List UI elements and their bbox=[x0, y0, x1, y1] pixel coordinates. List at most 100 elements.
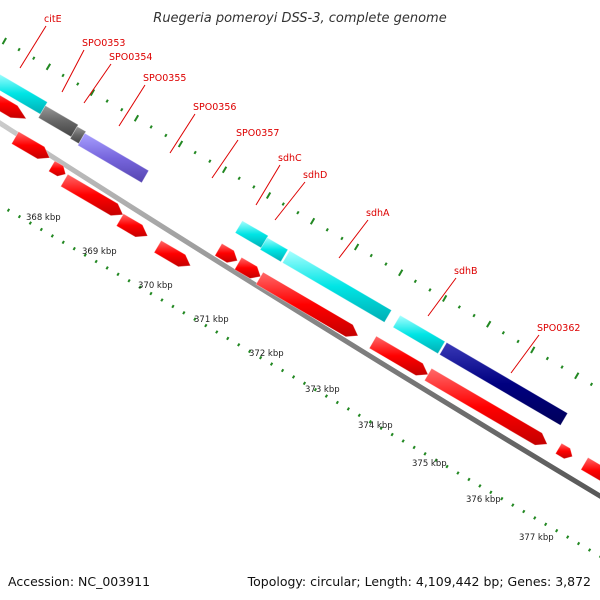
cds-arrow bbox=[115, 213, 149, 238]
gene-label[interactable]: sdhB bbox=[454, 266, 478, 277]
gene-feature-navy bbox=[439, 341, 569, 426]
tick-mark bbox=[522, 509, 526, 514]
tick-mark bbox=[149, 125, 153, 129]
gene-feature-cyan bbox=[392, 314, 446, 355]
tick-mark bbox=[265, 191, 272, 200]
tick-mark bbox=[313, 387, 318, 392]
tick-mark bbox=[434, 458, 438, 462]
tick-mark bbox=[281, 202, 285, 206]
gene-feature-cyan bbox=[0, 73, 48, 115]
gene-callout[interactable]: sdhC bbox=[255, 153, 302, 206]
gene-label[interactable]: sdhD bbox=[303, 170, 327, 181]
upper-tick-row bbox=[1, 37, 594, 387]
tick-mark bbox=[204, 323, 208, 328]
cds-arrow bbox=[60, 173, 124, 217]
tick-mark bbox=[252, 185, 256, 189]
cds-arrow bbox=[368, 335, 429, 376]
gene-callout[interactable]: SPO0356 bbox=[169, 102, 236, 154]
kbp-label: 376 kbp bbox=[466, 495, 501, 505]
gene-feature-purple bbox=[77, 132, 150, 184]
tick-mark bbox=[182, 311, 186, 315]
tick-mark bbox=[533, 516, 537, 520]
tick-mark bbox=[208, 159, 212, 163]
gene-feature-gray bbox=[37, 105, 79, 138]
tick-mark bbox=[215, 330, 219, 334]
map-title: Ruegeria pomeroyi DSS-3, complete genome bbox=[153, 11, 446, 26]
tick-mark bbox=[237, 343, 241, 347]
kbp-scale-labels: 368 kbp 369 kbp 370 kbp 371 kbp 372 kbp 373 k… bbox=[26, 213, 554, 543]
gene-label[interactable]: SPO0354 bbox=[109, 52, 152, 63]
gene-callout[interactable]: citE bbox=[19, 14, 62, 69]
tick-mark bbox=[423, 452, 427, 456]
tick-mark bbox=[379, 426, 383, 430]
kbp-label: 375 kbp bbox=[412, 459, 447, 469]
gene-callout[interactable]: sdhB bbox=[427, 266, 478, 317]
tick-mark bbox=[45, 63, 52, 71]
callout-leader-line bbox=[169, 113, 196, 154]
tick-mark bbox=[296, 210, 300, 215]
tick-mark bbox=[160, 298, 164, 302]
tick-mark bbox=[302, 381, 307, 386]
tick-mark bbox=[133, 114, 140, 122]
gene-label[interactable]: SPO0356 bbox=[193, 102, 236, 113]
genome-backbone bbox=[0, 120, 600, 499]
tick-mark bbox=[61, 240, 65, 245]
tick-mark bbox=[511, 503, 515, 507]
tick-mark bbox=[478, 484, 482, 488]
tick-mark bbox=[489, 490, 493, 495]
tick-mark bbox=[17, 214, 22, 219]
callout-leader-line bbox=[19, 25, 47, 69]
tick-mark bbox=[589, 382, 594, 387]
gene-callout[interactable]: SPO0353 bbox=[61, 38, 125, 93]
tick-mark bbox=[248, 349, 252, 354]
tick-mark bbox=[467, 477, 471, 482]
tick-mark bbox=[39, 227, 43, 232]
tick-mark bbox=[412, 445, 416, 450]
feature-tracks bbox=[0, 73, 600, 482]
gene-callout[interactable]: SPO0357 bbox=[211, 128, 279, 179]
tick-mark bbox=[324, 394, 329, 398]
tick-mark bbox=[357, 413, 361, 418]
gene-callout[interactable]: SPO0354 bbox=[83, 52, 152, 104]
tick-mark bbox=[353, 243, 360, 251]
tick-mark bbox=[346, 407, 350, 411]
gene-callout[interactable]: sdhD bbox=[274, 170, 327, 221]
gene-label-callouts: citE SPO0353 SPO0354 SPO0355 SPO0356 SPO0357 s… bbox=[19, 14, 580, 374]
tick-mark bbox=[457, 305, 461, 309]
callout-leader-line bbox=[83, 63, 112, 104]
tick-mark bbox=[72, 246, 76, 251]
gene-label[interactable]: SPO0362 bbox=[537, 323, 580, 334]
gene-callout[interactable]: SPO0355 bbox=[118, 73, 186, 127]
cds-arrow bbox=[11, 131, 51, 160]
kbp-label: 372 kbp bbox=[249, 349, 284, 359]
tick-mark bbox=[335, 400, 339, 405]
gene-label[interactable]: SPO0353 bbox=[82, 38, 125, 49]
tick-mark bbox=[226, 336, 230, 341]
tick-mark bbox=[127, 278, 131, 283]
tick-mark bbox=[384, 262, 388, 266]
tick-mark bbox=[401, 439, 405, 443]
gene-label[interactable]: sdhC bbox=[278, 153, 302, 164]
tick-mark bbox=[177, 140, 184, 148]
gene-callout[interactable]: sdhA bbox=[338, 208, 390, 259]
cds-arrow bbox=[255, 271, 359, 338]
gene-label[interactable]: sdhA bbox=[366, 208, 390, 219]
tick-mark bbox=[105, 266, 109, 270]
tick-mark bbox=[259, 355, 263, 360]
tick-mark bbox=[325, 228, 329, 232]
gene-feature-cyan bbox=[259, 236, 289, 263]
cds-arrow bbox=[423, 367, 548, 446]
gene-label[interactable]: SPO0355 bbox=[143, 73, 186, 84]
kbp-label: 371 kbp bbox=[194, 315, 229, 325]
gene-label[interactable]: citE bbox=[44, 14, 62, 25]
gene-callout[interactable]: SPO0362 bbox=[510, 323, 580, 374]
tick-mark bbox=[94, 259, 98, 264]
tick-mark bbox=[428, 288, 432, 292]
tick-mark bbox=[576, 541, 581, 546]
tick-mark bbox=[280, 368, 285, 373]
tick-mark bbox=[6, 208, 11, 212]
gene-label[interactable]: SPO0357 bbox=[236, 128, 279, 139]
tick-mark bbox=[193, 150, 197, 155]
tick-mark bbox=[32, 56, 36, 60]
